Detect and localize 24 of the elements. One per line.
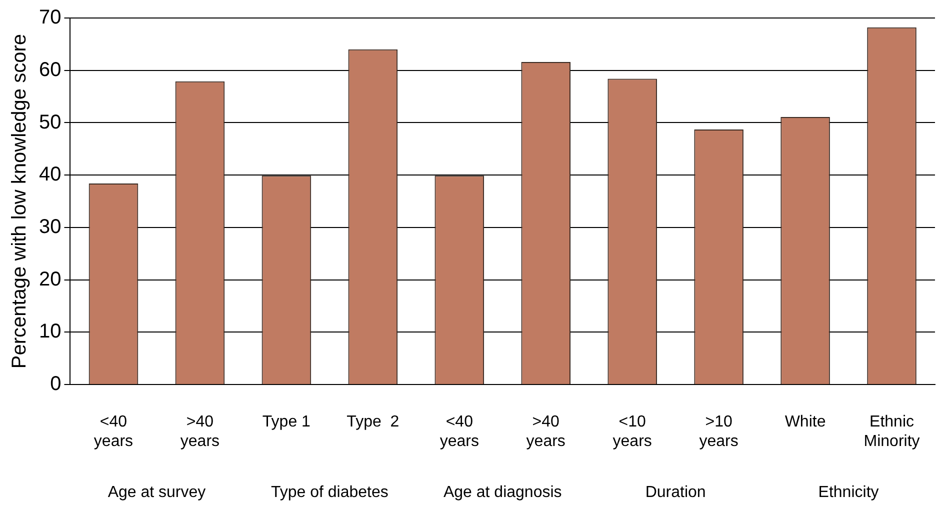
x-tick-label: >40 years [526,414,566,450]
y-tick-label: 20 [38,268,62,290]
x-tick-label: Ethnic Minority [864,414,920,450]
y-tick-label: 40 [38,164,62,186]
y-axis-title: Percentage with low knowledge score [8,34,31,369]
y-tick-label: 10 [38,320,62,343]
x-tick-label: Type 2 [346,414,400,431]
y-tick-label: 50 [38,111,62,134]
y-tick-label: 0 [50,373,62,396]
x-tick-label: Type 1 [262,414,311,431]
y-tick-label: 70 [38,6,62,29]
x-tick-label: <10 years [612,414,652,450]
text: Age at survey [108,484,206,501]
text: Type of diabetes [270,484,388,501]
text: Ethnicity [818,484,879,501]
y-tick-label: 30 [38,216,62,238]
x-tick-label: <40 years [440,414,479,450]
x-tick-label: <40 years [94,414,134,450]
x-tick-label: White [784,414,826,431]
x-tick-label: >10 years [699,414,738,450]
text: Duration [645,484,706,501]
y-tick-label: 60 [38,58,62,81]
text: Age at diagnosis [443,484,562,501]
x-tick-label: >40 years [180,414,220,450]
